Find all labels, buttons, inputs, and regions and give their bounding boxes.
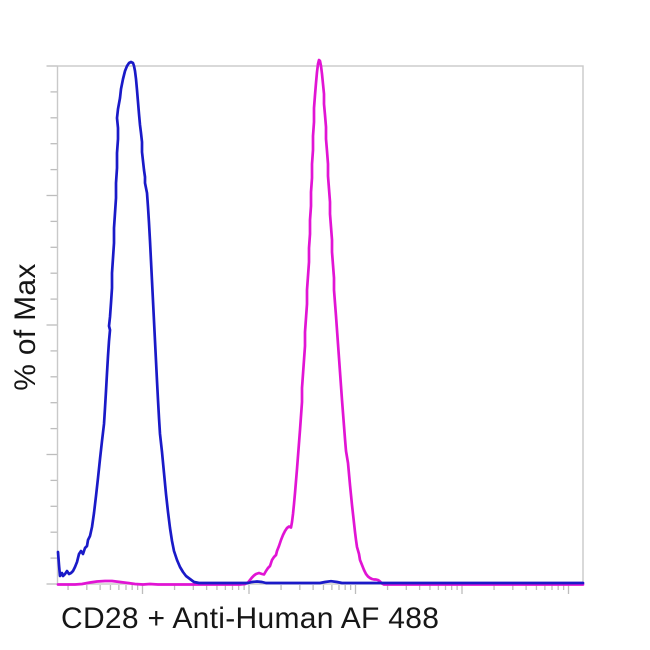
- x-axis-ticks: [67, 585, 570, 594]
- y-axis-ticks: [46, 65, 58, 585]
- x-axis-label: CD28 + Anti-Human AF 488: [61, 602, 440, 635]
- magenta-histogram-curve: [56, 58, 585, 586]
- y-axis-label: % of Max: [9, 263, 42, 391]
- plot-frame: [56, 65, 584, 585]
- blue-histogram-curve: [56, 60, 585, 585]
